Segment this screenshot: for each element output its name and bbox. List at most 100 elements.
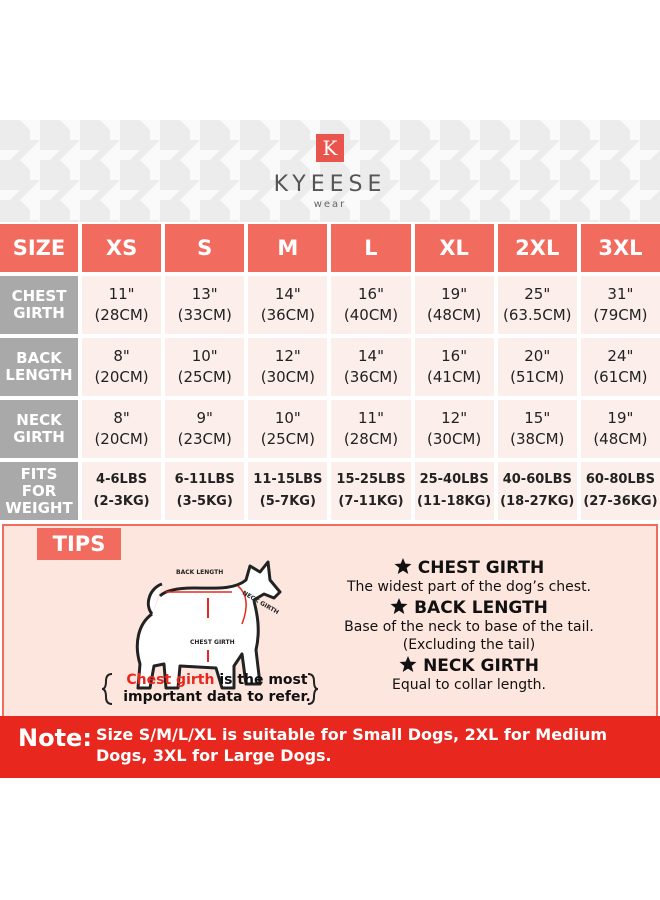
cell: 4-6LBS (2-3KG) [82,462,162,520]
cell-line: (11-18KG) [417,494,492,509]
cell-line: 4-6LBS [96,472,148,487]
cell-line: 16" [441,347,468,365]
cell-line: 20" [524,347,551,365]
cell: 19" (48CM) [580,400,660,458]
cell-line: 11" [108,285,135,303]
cell-line: 6-11LBS [174,472,235,487]
size-table: SIZE XS S M L XL 2XL 3XL CHEST GIRTH 11" (28CM) 13"… [0,224,660,520]
cell-line: (28CM) [94,306,149,324]
cell: 31" (79CM) [580,276,660,334]
cell: 11-15LBS (5-7KG) [248,462,328,520]
cell-line: 19" [607,409,634,427]
cell-line: (38CM) [510,430,565,448]
cell-line: (20CM) [94,368,149,386]
cell-line: 8" [113,409,130,427]
note-bar: Note: Size S/M/L/XL is suitable for Smal… [0,716,660,778]
definition-desc: The widest part of the dog’s chest. [346,579,592,595]
cell: 12" (30CM) [414,400,494,458]
cell-line: 9" [196,409,213,427]
cell-line: (30CM) [427,430,482,448]
brand: KYEESE [273,172,387,197]
star-icon [390,598,408,614]
cell: 15" (38CM) [497,400,577,458]
cell-line: (36CM) [260,306,315,324]
star-icon [399,656,417,672]
row-label: BACK LENGTH [0,338,78,396]
cell-line: (28CM) [343,430,399,448]
cell-line: 10" [191,347,218,365]
cell: 19" (48CM) [414,276,494,334]
cell: 6-11LBS (3-5KG) [165,462,245,520]
brand-sub: wear [313,199,347,210]
caption-highlight: Chest girth [126,672,215,688]
term-text: BACK LENGTH [414,598,548,618]
cell: 13" (33CM) [165,276,245,334]
dog-diagram: BACK LENGTH NECK GIRTH CHEST GIRTH [135,560,282,690]
cell-line: (36CM) [343,368,399,386]
cell-line: 25-40LBS [419,472,489,487]
cell: 12" (30CM) [248,338,328,396]
cell-line: (3-5KG) [176,494,233,509]
logo: K [316,134,344,162]
definition-desc: Equal to collar length. [392,677,546,693]
cell-line: 15-25LBS [336,472,406,487]
row-label: CHEST GIRTH [0,276,78,334]
cell: 24" (61CM) [580,338,660,396]
cell: 14" (36CM) [248,276,328,334]
cell-line: 25" [524,285,551,303]
caption: Chest girth is the most important data t… [122,672,312,706]
row-label: NECK GIRTH [0,400,78,458]
cell: 25-40LBS (11-18KG) [414,462,494,520]
term-text: NECK GIRTH [423,656,539,676]
star-icon [394,558,412,574]
braces [101,673,319,705]
cell-line: 14" [357,347,384,365]
cell-line: 16" [357,285,384,303]
definition-term: BACK LENGTH [324,598,614,618]
cell-line: (40CM) [343,306,399,324]
cell-line: 13" [191,285,218,303]
cell: 10" (25CM) [248,400,328,458]
caption-text: is the most important data to refer. [123,672,311,705]
cell-line: 31" [607,285,634,303]
column-header: L [331,224,411,272]
cell-line: (23CM) [177,430,232,448]
cell-line: (7-11KG) [338,494,404,509]
cell-line: (30CM) [260,368,315,386]
definition-desc: (Excluding the tail) [402,637,536,653]
cell-line: (79CM) [593,306,648,324]
cell: 9" (23CM) [165,400,245,458]
note-text: Size S/M/L/XL is suitable for Small Dogs… [96,725,608,765]
cell-line: 12" [274,347,301,365]
diagram-label: BACK LENGTH [176,569,223,576]
cell: 16" (40CM) [331,276,411,334]
cell-line: (25CM) [177,368,232,386]
cell-line: 8" [113,347,130,365]
column-header: M [248,224,328,272]
column-header: XS [82,224,162,272]
cell-line: 15" [524,409,551,427]
cell-line: (5-7KG) [259,494,316,509]
cell-line: (51CM) [510,368,565,386]
definitions: CHEST GIRTH The widest part of the dog’s … [324,556,614,694]
row-label: FITS FOR WEIGHT [0,462,78,520]
cell: 60-80LBS (27-36KG) [580,462,660,520]
column-header: XL [414,224,494,272]
cell-line: (33CM) [177,306,232,324]
cell-line: (2-3KG) [93,494,150,509]
column-header: S [165,224,245,272]
cell-line: (20CM) [94,430,149,448]
cell-line: 14" [274,285,301,303]
cell-line: (18-27KG) [500,494,575,509]
cell: 15-25LBS (7-11KG) [331,462,411,520]
tips-title: TIPS [37,528,121,560]
cell: 10" (25CM) [165,338,245,396]
cell-line: (48CM) [593,430,648,448]
cell-line: 11-15LBS [253,472,323,487]
cell: 20" (51CM) [497,338,577,396]
cell-line: 24" [607,347,634,365]
definition-term: NECK GIRTH [324,656,614,676]
cell-line: (27-36KG) [583,494,658,509]
cell: 8" (20CM) [82,400,162,458]
cell-line: 19" [441,285,468,303]
